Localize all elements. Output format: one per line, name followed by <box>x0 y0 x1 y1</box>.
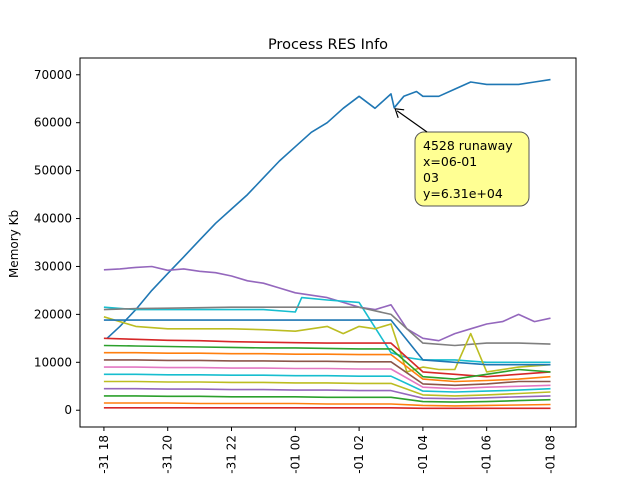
x-tick-label: -01 00 <box>288 435 302 474</box>
series-line <box>103 395 551 403</box>
x-tick-label: -31 20 <box>161 435 175 474</box>
annotation-text-line: 03 <box>423 170 439 185</box>
annotation-text-line: 4528 runaway <box>423 138 513 153</box>
x-tick-label: -01 08 <box>543 435 557 474</box>
chart-title: Process RES Info <box>268 37 388 53</box>
y-tick-label: 70000 <box>34 68 72 82</box>
annotation-arrowhead <box>394 108 405 119</box>
y-tick-label: 10000 <box>34 355 72 369</box>
x-tick-label: -31 18 <box>97 435 111 474</box>
series-line <box>103 406 551 410</box>
series-line <box>103 265 551 342</box>
series-line <box>103 380 551 397</box>
plot-frame <box>79 57 577 428</box>
y-tick-label: 0 <box>64 403 72 417</box>
x-tick-label: -01 04 <box>416 435 430 474</box>
x-axis: -31 18 -31 20 -31 22 -01 00 -01 02 -01 04 -01 … <box>97 427 557 474</box>
series-line <box>103 373 551 393</box>
series-line <box>103 319 551 366</box>
y-tick-label: 50000 <box>34 164 72 178</box>
series-line <box>103 351 551 383</box>
y-tick-label: 30000 <box>34 259 72 273</box>
series-line <box>103 359 551 387</box>
y-tick-label: 40000 <box>34 212 72 226</box>
annotation-box <box>414 131 530 207</box>
annotation-text-line: x=06-01 <box>423 154 477 169</box>
x-tick-label: -01 06 <box>480 435 494 474</box>
series-line <box>103 402 551 407</box>
y-tick-label: 60000 <box>34 116 72 130</box>
x-tick-label: -01 02 <box>352 435 366 474</box>
y-axis: 0 10000 20000 30000 40000 50000 60000 70000 <box>34 68 80 417</box>
series-line <box>103 344 551 380</box>
series-line <box>106 78 551 339</box>
plot-area <box>103 78 551 410</box>
x-tick-label: -31 22 <box>225 435 239 474</box>
y-tick-label: 20000 <box>34 307 72 321</box>
series-line <box>103 366 551 390</box>
series-line <box>103 387 551 400</box>
series-line <box>103 316 551 373</box>
y-axis-label: Memory Kb <box>7 210 21 278</box>
annotation-text-line: y=6.31e+04 <box>423 186 503 201</box>
annotation-arrow <box>396 110 428 133</box>
series-line <box>103 296 551 364</box>
series-line <box>103 306 551 347</box>
